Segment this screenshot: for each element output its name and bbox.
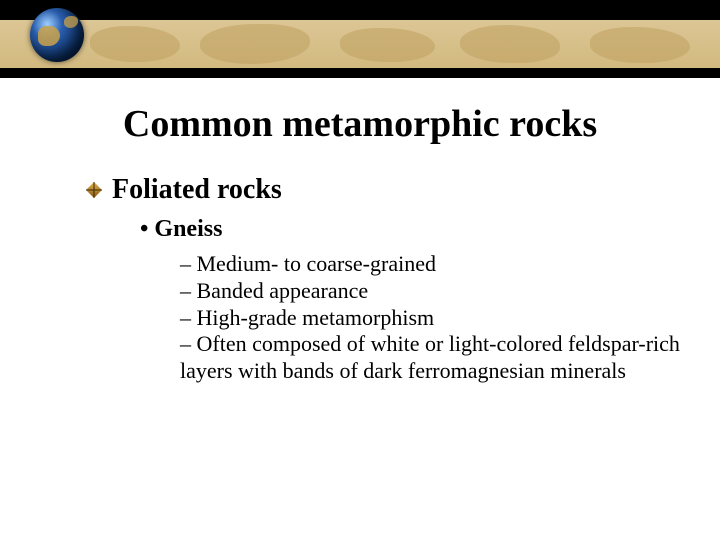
level3-text: Medium- to coarse-grained — [197, 251, 436, 276]
level3-bullet: – — [180, 305, 197, 330]
banner — [0, 0, 720, 78]
map-continent — [590, 27, 690, 63]
list-item-level3: – Medium- to coarse-grained — [180, 251, 680, 278]
content-area: Foliated rocks • Gneiss – Medium- to coa… — [0, 174, 720, 385]
level2-text: Gneiss — [154, 216, 222, 242]
banner-bottom-bar — [0, 68, 720, 78]
globe-icon — [30, 8, 84, 62]
list-item-level3: – Banded appearance — [180, 278, 680, 305]
map-continent — [460, 25, 560, 63]
list-item-level2: • Gneiss — [140, 216, 680, 243]
level3-text: Banded appearance — [197, 278, 369, 303]
level3-text: Often composed of white or light-colored… — [180, 331, 680, 383]
level2-bullet: • — [140, 216, 154, 242]
diamond-bullet-icon — [86, 182, 102, 198]
level3-bullet: – — [180, 331, 197, 356]
map-continent — [340, 28, 435, 62]
list-item-level3: – Often composed of white or light-color… — [180, 331, 680, 385]
map-continent — [200, 24, 310, 64]
banner-map-strip — [0, 20, 720, 68]
list-item-level1: Foliated rocks — [86, 174, 680, 206]
level3-bullet: – — [180, 251, 197, 276]
level3-text: High-grade metamorphism — [197, 305, 435, 330]
banner-top-bar — [0, 0, 720, 20]
list-item-level3: – High-grade metamorphism — [180, 305, 680, 332]
slide-title: Common metamorphic rocks — [0, 102, 720, 146]
level1-text: Foliated rocks — [112, 174, 282, 206]
level3-bullet: – — [180, 278, 197, 303]
map-continent — [90, 26, 180, 62]
